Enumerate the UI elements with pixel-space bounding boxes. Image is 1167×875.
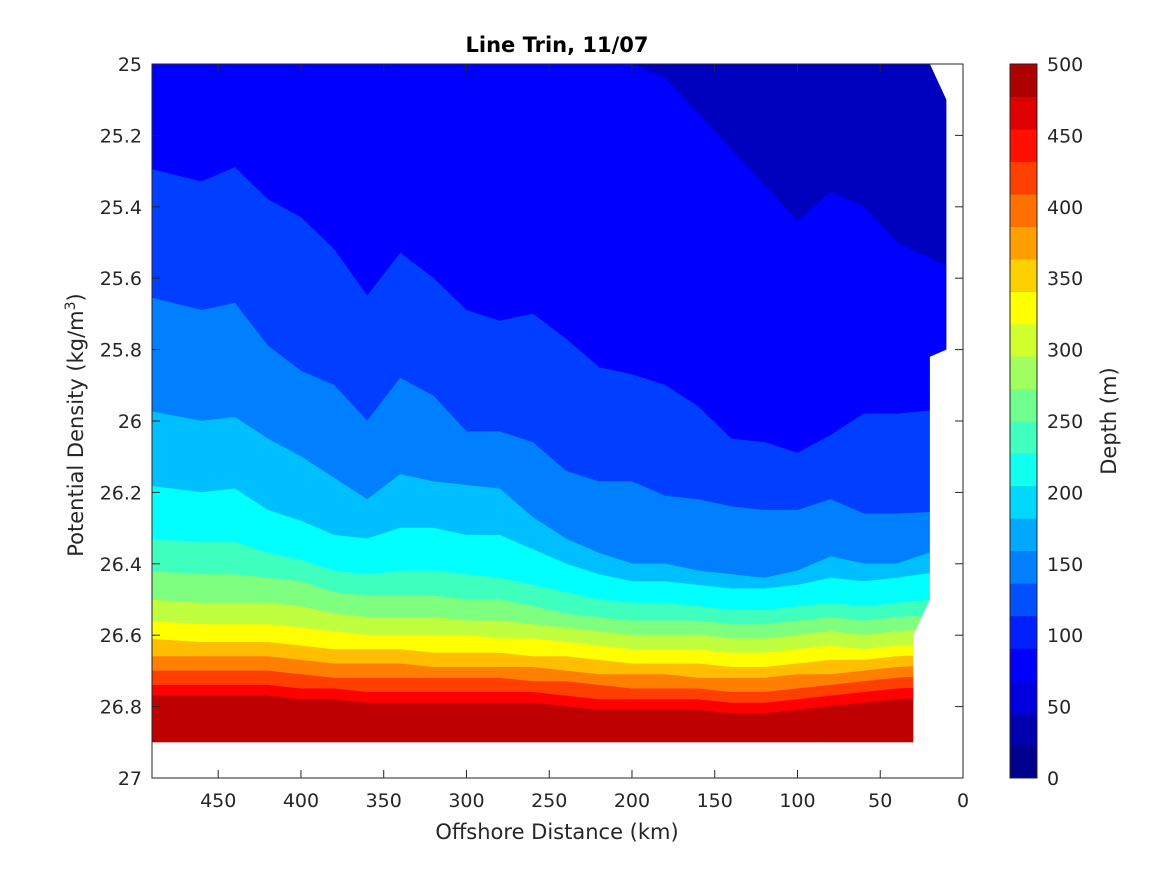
colorbar-swatch	[1010, 258, 1037, 292]
y-tick-label: 26	[118, 411, 142, 433]
colorbar-tick-label: 350	[1047, 268, 1083, 290]
colorbar-tick-label: 100	[1047, 625, 1083, 647]
colorbar-swatch	[1010, 323, 1037, 357]
contour-band-1	[152, 64, 947, 279]
y-tick-label: 26.8	[100, 697, 142, 719]
y-tick-label: 25	[118, 54, 142, 76]
colorbar-swatch	[1010, 96, 1037, 130]
y-tick-label: 26.2	[100, 482, 142, 504]
x-tick-label: 350	[366, 790, 402, 812]
colorbar-tick-label: 250	[1047, 411, 1083, 433]
colorbar-swatch	[1010, 161, 1037, 195]
chart-title: Line Trin, 11/07	[465, 33, 648, 57]
y-axis: 25 25.2 25.4 25.6 25.8 26 26.2 26.4 26.6 26.8 27	[100, 54, 963, 790]
y-axis-label-end: )	[64, 293, 88, 301]
colorbar-swatch	[1010, 745, 1037, 779]
x-tick-label: 100	[779, 790, 815, 812]
colorbar-tick-label: 500	[1047, 54, 1083, 76]
colorbar-swatch	[1010, 485, 1037, 519]
colorbar-swatch	[1010, 128, 1037, 162]
plot-frame	[151, 63, 964, 779]
colorbar-swatch	[1010, 421, 1037, 454]
x-tick-label: 150	[697, 790, 733, 812]
colorbar-swatch	[1010, 64, 1037, 97]
contour-band-18	[152, 727, 947, 743]
y-axis-label-sup: 3	[63, 301, 79, 310]
y-tick-label: 25.2	[100, 125, 142, 147]
colorbar-swatch	[1010, 550, 1037, 584]
x-axis: 450 400 350 300 250 200 150 100 50 0	[200, 64, 969, 812]
colorbar-tick-label: 150	[1047, 554, 1083, 576]
contour-fill	[152, 64, 947, 743]
colorbar-swatch	[1010, 583, 1037, 617]
colorbar-swatch	[1010, 518, 1037, 552]
y-tick-label: 25.8	[100, 340, 142, 362]
colorbar-frame	[1009, 63, 1038, 779]
colorbar-tick-label: 300	[1047, 340, 1083, 362]
x-tick-label: 450	[200, 790, 236, 812]
x-tick-label: 50	[868, 790, 892, 812]
colorbar-swatch	[1010, 291, 1037, 325]
colorbar	[1010, 63, 1037, 779]
colorbar-swatch	[1010, 680, 1037, 714]
colorbar-swatch	[1010, 193, 1037, 227]
x-tick-label: 400	[283, 790, 319, 812]
colorbar-tick-label: 400	[1047, 197, 1083, 219]
y-tick-label: 27	[118, 768, 142, 790]
colorbar-ticks: 0 50 100 150 200 250 300 350 400 450 500	[1047, 54, 1083, 790]
colorbar-swatch	[1010, 356, 1037, 390]
colorbar-swatch	[1010, 615, 1037, 649]
colorbar-swatch	[1010, 226, 1037, 260]
y-axis-label-main: Potential Density (kg/m	[64, 310, 88, 556]
colorbar-tick-label: 200	[1047, 482, 1083, 504]
colorbar-label: Depth (m)	[1097, 367, 1121, 474]
colorbar-swatch	[1010, 648, 1037, 682]
colorbar-swatch	[1010, 453, 1037, 487]
x-tick-label: 250	[531, 790, 567, 812]
x-axis-label: Offshore Distance (km)	[435, 820, 678, 844]
y-tick-label: 25.4	[100, 197, 142, 219]
colorbar-tick-label: 50	[1047, 697, 1071, 719]
colorbar-tick-label: 450	[1047, 125, 1083, 147]
x-tick-label: 200	[614, 790, 650, 812]
x-tick-label: 300	[448, 790, 484, 812]
colorbar-tick-label: 0	[1047, 768, 1059, 790]
y-tick-label: 25.6	[100, 268, 142, 290]
y-tick-label: 26.4	[100, 554, 142, 576]
y-axis-label: Potential Density (kg/m3)	[63, 293, 88, 557]
colorbar-swatch	[1010, 388, 1037, 422]
contour-band-0	[152, 64, 947, 65]
y-tick-label: 26.6	[100, 625, 142, 647]
x-tick-label: 0	[957, 790, 969, 812]
colorbar-swatch	[1010, 713, 1037, 747]
